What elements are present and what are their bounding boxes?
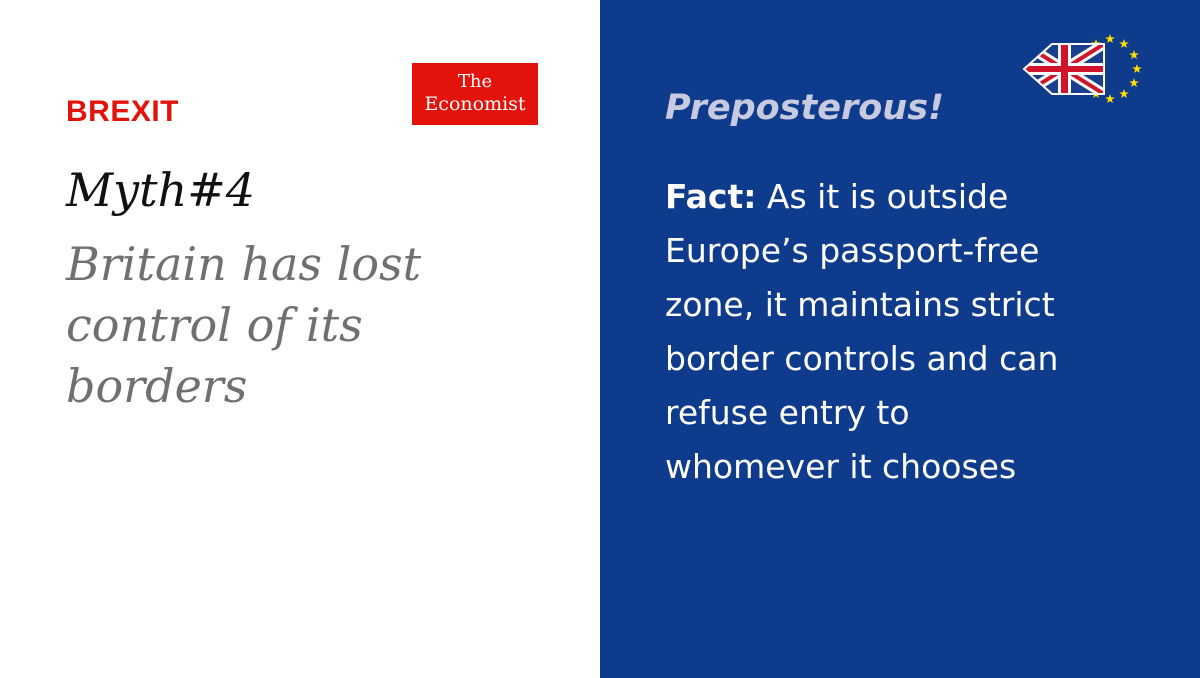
logo-line-1: The (457, 71, 493, 92)
fact-line-text: As it is outside (756, 177, 1009, 216)
myth-line: control of its (66, 298, 363, 352)
myth-number: Myth#4 (66, 163, 256, 217)
fact-line: Fact: As it is outside (665, 170, 1165, 224)
fact-panel (600, 0, 1200, 678)
fact-statement: Fact: As it is outside Europe’s passport… (665, 170, 1165, 494)
economist-logo: The Economist (412, 63, 538, 125)
section-label: BREXIT (66, 95, 180, 128)
logo-line-2: Economist (424, 93, 526, 115)
union-jack-arrow (1024, 44, 1104, 94)
myth-line: borders (66, 359, 248, 413)
verdict-heading: Preposterous! (665, 88, 944, 128)
fact-label: Fact: (665, 177, 757, 216)
uk-flag-arrow-with-eu-stars-icon (1022, 34, 1142, 103)
fact-line: whomever it chooses (665, 447, 1017, 486)
fact-line: refuse entry to (665, 393, 910, 432)
fact-line: border controls and can (665, 339, 1059, 378)
myth-panel: BREXIT The Economist Myth#4 Britain has … (66, 63, 586, 417)
fact-line: zone, it maintains strict (665, 285, 1055, 324)
fact-line: Europe’s passport-free (665, 231, 1040, 270)
myth-statement: Britain has lost control of its borders (66, 234, 586, 417)
myth-line: Britain has lost (66, 237, 422, 291)
